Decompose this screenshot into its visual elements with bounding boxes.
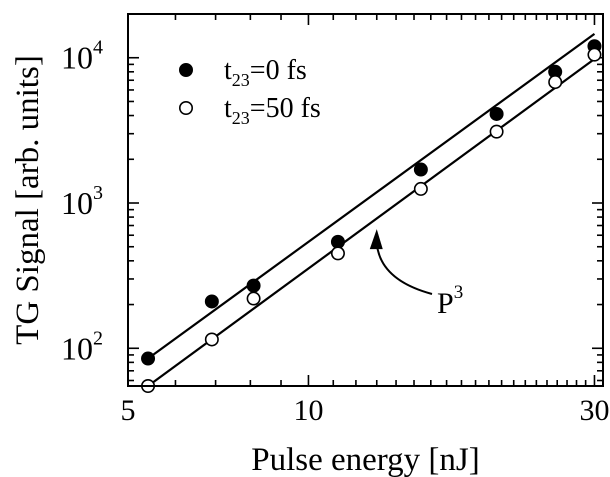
legend-marker — [180, 64, 192, 76]
annotation-label: P3 — [437, 282, 463, 320]
y-axis-label: TG Signal [arb. units] — [10, 55, 46, 345]
data-point-open — [415, 183, 427, 195]
annotation-arrowhead — [370, 229, 383, 249]
y-tick-label: 104 — [61, 37, 103, 76]
x-tick-label: 10 — [293, 394, 323, 427]
annotation-arrow — [377, 243, 432, 294]
fit-line — [148, 34, 594, 359]
data-point-filled — [247, 279, 259, 291]
data-point-open — [206, 333, 218, 345]
data-point-open — [549, 76, 561, 88]
data-point-filled — [142, 352, 154, 364]
data-point-filled — [332, 236, 344, 248]
data-point-filled — [206, 295, 218, 307]
x-tick-label: 5 — [121, 394, 136, 427]
legend-label: t23=50 fs — [224, 93, 321, 128]
data-point-filled — [490, 108, 502, 120]
data-point-filled — [415, 163, 427, 175]
x-axis-label: Pulse energy [nJ] — [251, 442, 480, 477]
data-point-open — [490, 125, 502, 137]
y-tick-label: 103 — [61, 182, 103, 221]
data-point-open — [332, 247, 344, 259]
x-tick-label: 30 — [579, 394, 609, 427]
legend-marker — [180, 102, 192, 114]
data-point-open — [588, 48, 600, 60]
data-point-open — [247, 292, 259, 304]
legend-label: t23=0 fs — [224, 55, 307, 90]
y-tick-label: 102 — [61, 327, 103, 366]
